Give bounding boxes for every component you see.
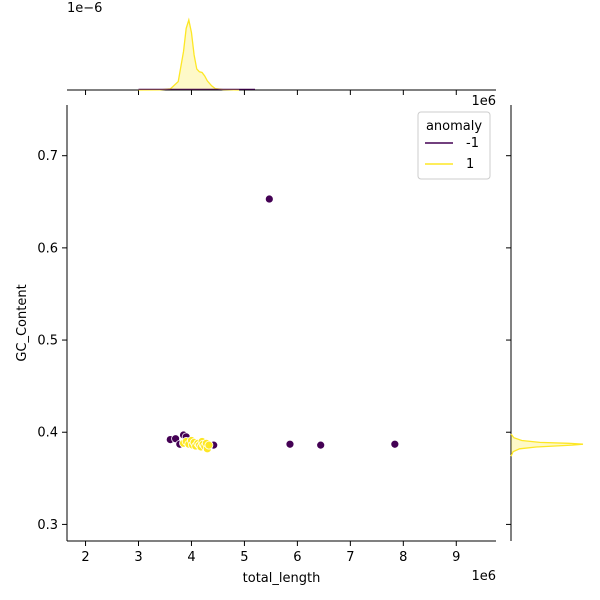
scatter-point: [285, 439, 295, 449]
scatter-point: [204, 440, 214, 450]
x-axis-label: total_length: [243, 571, 321, 586]
y-axis-label: GC_Content: [15, 284, 30, 361]
legend-title: anomaly: [426, 119, 482, 134]
x-tick-label: 8: [399, 550, 407, 565]
y-tick-label: 0.7: [37, 149, 58, 164]
x-tick-label: 2: [81, 550, 89, 565]
y-tick-label: 0.5: [37, 334, 58, 349]
top-density-line: [138, 17, 240, 91]
x-tick-label: 6: [293, 550, 301, 565]
right-marginal-plot: [506, 105, 584, 541]
scatter-point: [264, 194, 274, 204]
top-density-fill: [138, 20, 240, 90]
x-exponent-label: 1e6: [471, 569, 496, 584]
right-exponent-label: 1e6: [471, 94, 496, 109]
scatter-point: [390, 439, 400, 449]
main-scatter-plot: 2 3 4 5 6 7 8 9 0.3 0.4 0.5 0.6 0.7: [37, 105, 496, 565]
right-density-line: [510, 433, 584, 457]
x-tick-label: 4: [187, 550, 195, 565]
legend: anomaly -1 1: [417, 111, 491, 180]
right-density-fill: [511, 434, 583, 457]
top-marginal-plot: [67, 17, 496, 95]
y-tick-label: 0.6: [37, 241, 58, 256]
x-tick-label: 9: [452, 550, 460, 565]
y-tick-label: 0.3: [37, 518, 58, 533]
scatter-point: [316, 440, 326, 450]
legend-entry-label: 1: [466, 157, 474, 172]
legend-entry-label: -1: [466, 136, 479, 151]
y-tick-label: 0.4: [37, 426, 58, 441]
x-tick-label: 3: [134, 550, 142, 565]
top-exponent-label: 1e−6: [67, 1, 102, 16]
x-tick-label: 7: [346, 550, 354, 565]
legend-box: [417, 111, 491, 180]
x-tick-label: 5: [240, 550, 248, 565]
